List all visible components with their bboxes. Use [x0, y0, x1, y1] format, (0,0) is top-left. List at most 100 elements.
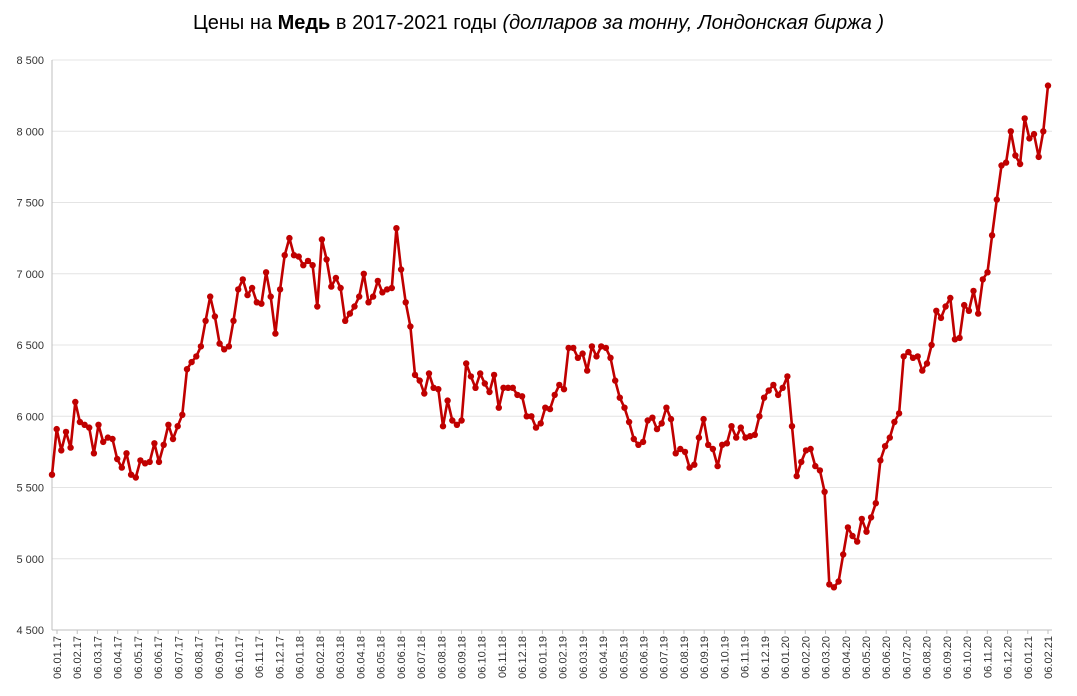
x-tick-label: 06.04.17 [113, 636, 125, 679]
data-point [667, 415, 675, 423]
data-point [914, 353, 921, 360]
data-point [58, 447, 65, 454]
data-point [286, 234, 293, 242]
data-point [248, 284, 256, 292]
x-tick-label: 06.10.18 [477, 636, 489, 679]
data-point [528, 413, 535, 420]
x-tick-label: 06.03.19 [578, 636, 590, 679]
data-point [365, 299, 372, 306]
data-point [570, 344, 577, 352]
data-point [546, 405, 554, 413]
data-point [737, 424, 744, 431]
data-point [230, 317, 237, 324]
data-point [235, 286, 242, 293]
data-point [281, 252, 288, 259]
data-point [90, 450, 98, 457]
data-point [518, 393, 526, 400]
data-point [411, 371, 419, 379]
title-middle: в 2017-2021 годы [330, 12, 503, 34]
data-point [351, 303, 358, 310]
data-point [649, 414, 656, 421]
x-tick-label: 06.07.19 [659, 636, 671, 679]
data-point [709, 445, 717, 453]
data-point [537, 420, 544, 427]
data-point [588, 343, 596, 350]
data-point [565, 344, 572, 352]
data-point [132, 474, 139, 481]
data-point [318, 236, 326, 243]
x-tick-label: 06.01.20 [780, 636, 792, 679]
data-point [751, 431, 758, 438]
x-tick-label: 06.01.21 [1023, 636, 1035, 679]
x-tick-label: 06.05.17 [133, 636, 145, 679]
x-tick-label: 06.05.19 [618, 636, 630, 679]
data-point [374, 277, 381, 285]
data-point [458, 417, 465, 424]
data-point [630, 435, 637, 443]
data-point [956, 334, 963, 342]
data-point [388, 284, 395, 292]
data-point [644, 417, 651, 424]
data-point [472, 384, 479, 391]
data-point [453, 421, 461, 428]
x-tick-label: 06.06.20 [881, 636, 893, 679]
data-point [579, 350, 586, 357]
x-tick-label: 06.07.17 [173, 636, 185, 679]
x-tick-label: 06.11.18 [497, 636, 509, 678]
data-point [76, 418, 84, 426]
data-point [826, 581, 833, 588]
data-point [863, 528, 870, 535]
data-point [490, 371, 498, 379]
data-point [556, 381, 563, 389]
data-point [961, 301, 968, 309]
data-point [1044, 82, 1052, 89]
data-point [504, 384, 512, 391]
data-point [356, 293, 363, 300]
data-point [760, 394, 768, 401]
data-point [197, 343, 205, 350]
data-point [988, 232, 996, 239]
data-point [509, 384, 516, 391]
data-point [551, 391, 558, 399]
data-point [812, 462, 819, 470]
data-point [933, 307, 940, 314]
data-point [574, 354, 582, 361]
data-point [118, 464, 126, 471]
data-point [1030, 130, 1038, 138]
data-point [821, 488, 828, 495]
data-point [993, 196, 1000, 203]
data-point [435, 386, 442, 393]
data-point [477, 370, 484, 377]
data-point [276, 286, 284, 293]
data-point [970, 287, 977, 295]
data-point [332, 274, 340, 282]
data-point [360, 270, 367, 277]
data-point [895, 410, 903, 417]
data-point [658, 420, 665, 427]
x-tick-label: 06.10.20 [962, 636, 974, 679]
data-point [616, 394, 623, 401]
y-tick-label: 5 000 [16, 554, 44, 566]
data-point [1026, 135, 1033, 142]
data-point [1040, 128, 1047, 135]
data-point [905, 348, 912, 356]
data-point [155, 458, 163, 466]
series-copper-price [48, 82, 1052, 591]
x-tick-label: 06.06.18 [396, 636, 408, 679]
data-point [267, 293, 274, 300]
data-point [793, 472, 800, 480]
data-point [705, 441, 712, 448]
data-point [123, 450, 130, 457]
data-point [160, 441, 167, 448]
data-point [81, 421, 88, 428]
x-tick-label: 06.11.17 [254, 636, 266, 678]
data-point [244, 291, 251, 299]
data-point [602, 344, 610, 352]
data-point [733, 434, 740, 441]
y-tick-label: 8 500 [16, 55, 44, 67]
title-prefix: Цены на [192, 12, 278, 34]
x-tick-label: 06.09.17 [214, 636, 226, 679]
data-point [262, 269, 270, 276]
y-tick-label: 6 000 [16, 411, 44, 423]
x-tick-label: 06.10.17 [234, 636, 246, 679]
